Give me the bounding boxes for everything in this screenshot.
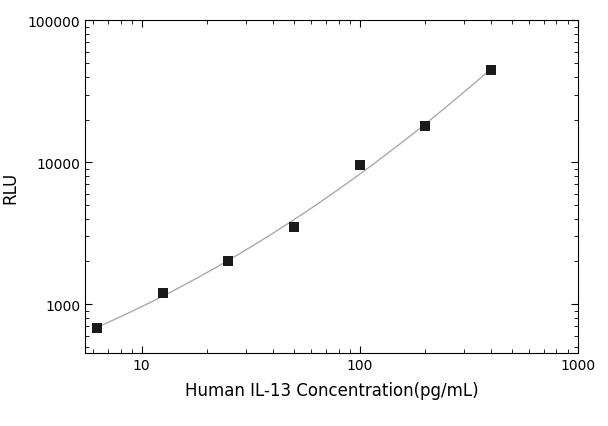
Point — [486, 67, 496, 74]
Point — [289, 224, 299, 231]
Point — [92, 325, 102, 331]
Point — [224, 259, 233, 265]
X-axis label: Human IL-13 Concentration(pg/mL): Human IL-13 Concentration(pg/mL) — [185, 381, 478, 399]
Point — [158, 290, 168, 296]
Point — [355, 163, 365, 170]
Y-axis label: RLU: RLU — [1, 171, 19, 204]
Point — [420, 124, 430, 130]
